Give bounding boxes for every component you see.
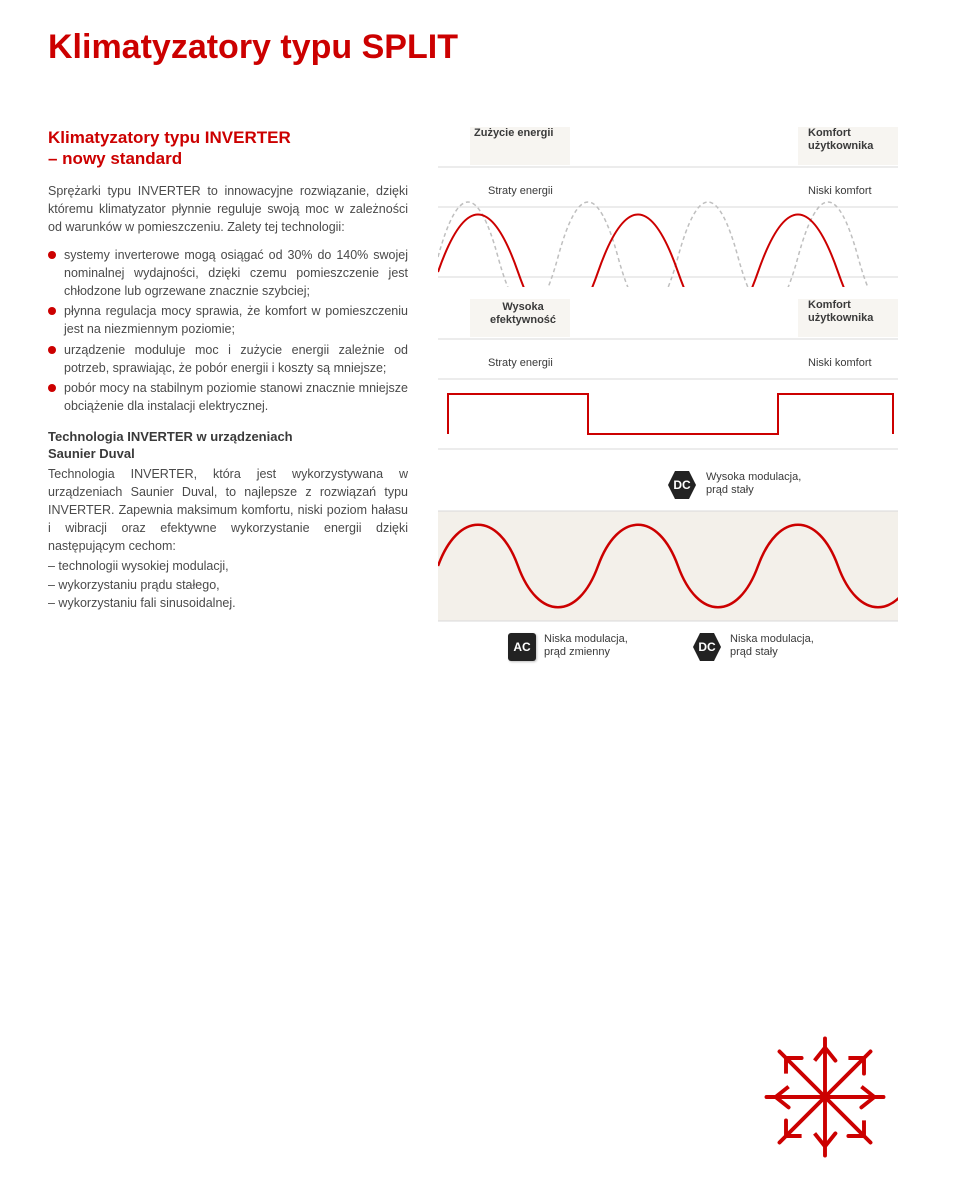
bullet-item: urządzenie moduluje moc i zużycie energi… bbox=[48, 341, 408, 377]
right-column: Zużycie energii Komfort użytkownika Stra… bbox=[438, 127, 912, 683]
d2-tl-l1: Wysoka bbox=[502, 301, 543, 313]
diagram3-svg bbox=[438, 471, 898, 671]
diagram-modulation: DC Wysoka modulacja, prąd stały AC Niska… bbox=[438, 471, 898, 671]
d1-label-mid-right: Niski komfort bbox=[808, 185, 872, 198]
d1-tr-l2: użytkownika bbox=[808, 140, 873, 152]
d3-bl-l2: prąd zmienny bbox=[544, 646, 610, 658]
bullet-item: systemy inverterowe mogą osiągać od 30% … bbox=[48, 246, 408, 300]
section2-heading: Technologia INVERTER w urządzeniach Saun… bbox=[48, 429, 408, 463]
section2-heading-l1: Technologia INVERTER w urządzeniach bbox=[48, 429, 293, 444]
d1-label-top-left: Zużycie energii bbox=[474, 127, 553, 140]
d2-tl-l2: efektywność bbox=[490, 314, 556, 326]
dash-item: – technologii wysokiej modulacji, bbox=[48, 557, 408, 575]
two-column-layout: Klimatyzatory typu INVERTER – nowy stand… bbox=[48, 127, 912, 683]
d1-label-mid-left: Straty energii bbox=[488, 185, 553, 198]
dash-item: – wykorzystaniu prądu stałego, bbox=[48, 576, 408, 594]
d3-top-l1: Wysoka modulacja, bbox=[706, 471, 801, 483]
left-column: Klimatyzatory typu INVERTER – nowy stand… bbox=[48, 127, 408, 683]
section2-paragraph: Technologia INVERTER, która jest wykorzy… bbox=[48, 465, 408, 556]
d2-label-mid-left: Straty energii bbox=[488, 357, 553, 370]
d2-tr-l1: Komfort bbox=[808, 299, 851, 311]
page-title: Klimatyzatory typu SPLIT bbox=[48, 28, 912, 67]
section1-heading-l1: Klimatyzatory typu INVERTER bbox=[48, 128, 291, 147]
d3-bl-l1: Niska modulacja, bbox=[544, 633, 628, 645]
section1-bullets: systemy inverterowe mogą osiągać od 30% … bbox=[48, 246, 408, 415]
d3-br-l1: Niska modulacja, bbox=[730, 633, 814, 645]
d3-label-top: Wysoka modulacja, prąd stały bbox=[706, 471, 801, 496]
d2-tr-l2: użytkownika bbox=[808, 312, 873, 324]
bullet-item: płynna regulacja mocy sprawia, że komfor… bbox=[48, 302, 408, 338]
diagram-energy-waste: Zużycie energii Komfort użytkownika Stra… bbox=[438, 127, 898, 287]
section1-paragraph: Sprężarki typu INVERTER to innowacyjne r… bbox=[48, 182, 408, 236]
d1-label-top-right: Komfort użytkownika bbox=[808, 127, 873, 152]
d3-br-l2: prąd stały bbox=[730, 646, 778, 658]
d3-top-l2: prąd stały bbox=[706, 484, 754, 496]
diagram-high-efficiency: Wysoka efektywność Komfort użytkownika S… bbox=[438, 299, 898, 459]
d3-label-bl: Niska modulacja, prąd zmienny bbox=[544, 633, 628, 658]
d1-tr-l1: Komfort bbox=[808, 127, 851, 139]
section2-heading-l2: Saunier Duval bbox=[48, 446, 135, 461]
section1-heading-l2: – nowy standard bbox=[48, 149, 182, 168]
d2-label-top-right: Komfort użytkownika bbox=[808, 299, 873, 324]
section1-heading: Klimatyzatory typu INVERTER – nowy stand… bbox=[48, 127, 408, 170]
d2-label-top-left: Wysoka efektywność bbox=[490, 301, 556, 326]
bullet-item: pobór mocy na stabilnym poziomie stanowi… bbox=[48, 379, 408, 415]
ac-badge: AC bbox=[508, 633, 536, 661]
dash-item: – wykorzystaniu fali sinusoidalnej. bbox=[48, 594, 408, 612]
d2-label-mid-right: Niski komfort bbox=[808, 357, 872, 370]
d3-label-br: Niska modulacja, prąd stały bbox=[730, 633, 814, 658]
snowflake-icon bbox=[760, 1032, 890, 1162]
